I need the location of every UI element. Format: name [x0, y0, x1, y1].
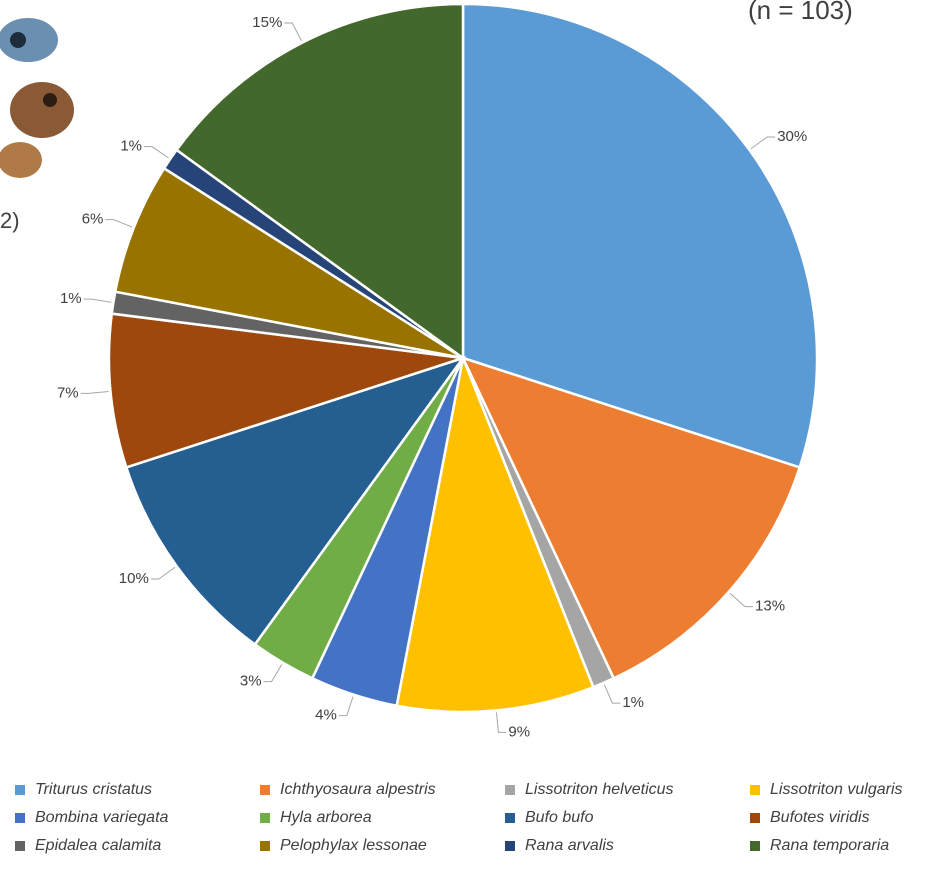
legend-swatch	[750, 841, 760, 851]
leader-line	[263, 664, 283, 683]
leader-line	[80, 391, 109, 394]
data-label: 1%	[60, 290, 82, 307]
legend-swatch	[260, 841, 270, 851]
data-label: 6%	[82, 211, 104, 228]
pie-slice	[174, 2, 465, 361]
data-label: 1%	[622, 694, 644, 711]
subtitle: (n = 103)	[748, 0, 853, 25]
pie-slice	[124, 355, 467, 647]
leader-line	[105, 219, 133, 228]
frog-image	[0, 18, 74, 178]
legend-swatch	[15, 785, 25, 795]
legend-label: Bufo bufo	[525, 809, 594, 826]
leader-line	[729, 593, 754, 608]
legend-label: Lissotriton helveticus	[525, 781, 674, 798]
legend-label: Rana arvalis	[525, 837, 614, 854]
legend-label: Bufotes viridis	[770, 809, 870, 826]
pie-slice	[107, 312, 464, 469]
legend-swatch	[15, 813, 25, 823]
data-label: 4%	[315, 707, 337, 724]
legend-label: Epidalea calamita	[35, 837, 161, 854]
data-label: 1%	[120, 138, 142, 155]
legend-label: Triturus cristatus	[35, 781, 152, 798]
pie-slice	[460, 355, 802, 680]
legend-swatch	[505, 841, 515, 851]
data-label: 7%	[57, 384, 79, 401]
data-label: 10%	[119, 570, 149, 587]
legend-label: Rana temporaria	[770, 837, 889, 854]
leader-line	[338, 696, 354, 717]
legend-label: Pelophylax lessonae	[280, 837, 427, 854]
pie-slice	[395, 353, 595, 714]
legend-label: Lissotriton vulgaris	[770, 781, 903, 798]
leader-line	[284, 22, 302, 42]
data-label: 3%	[240, 673, 262, 690]
leader-line	[150, 566, 176, 580]
legend-swatch	[505, 813, 515, 823]
data-label: 9%	[508, 723, 530, 740]
data-label: 30%	[777, 128, 807, 145]
leader-line	[496, 712, 507, 733]
leader-line	[603, 684, 621, 704]
leader-line	[83, 298, 112, 303]
data-label: 15%	[252, 14, 282, 31]
legend-swatch	[750, 785, 760, 795]
legend-swatch	[505, 785, 515, 795]
pie-slice	[461, 2, 819, 469]
pie-slice	[113, 166, 464, 360]
legend-label: Bombina variegata	[35, 809, 169, 826]
side-note: 2)	[0, 208, 20, 233]
leader-line	[144, 146, 169, 159]
legend-label: Hyla arborea	[280, 809, 372, 826]
legend-swatch	[750, 813, 760, 823]
legend-label: Ichthyosaura alpestris	[280, 781, 436, 798]
legend-swatch	[15, 841, 25, 851]
data-label: 13%	[755, 598, 785, 615]
legend-swatch	[260, 785, 270, 795]
leader-line	[750, 136, 776, 150]
legend-swatch	[260, 813, 270, 823]
